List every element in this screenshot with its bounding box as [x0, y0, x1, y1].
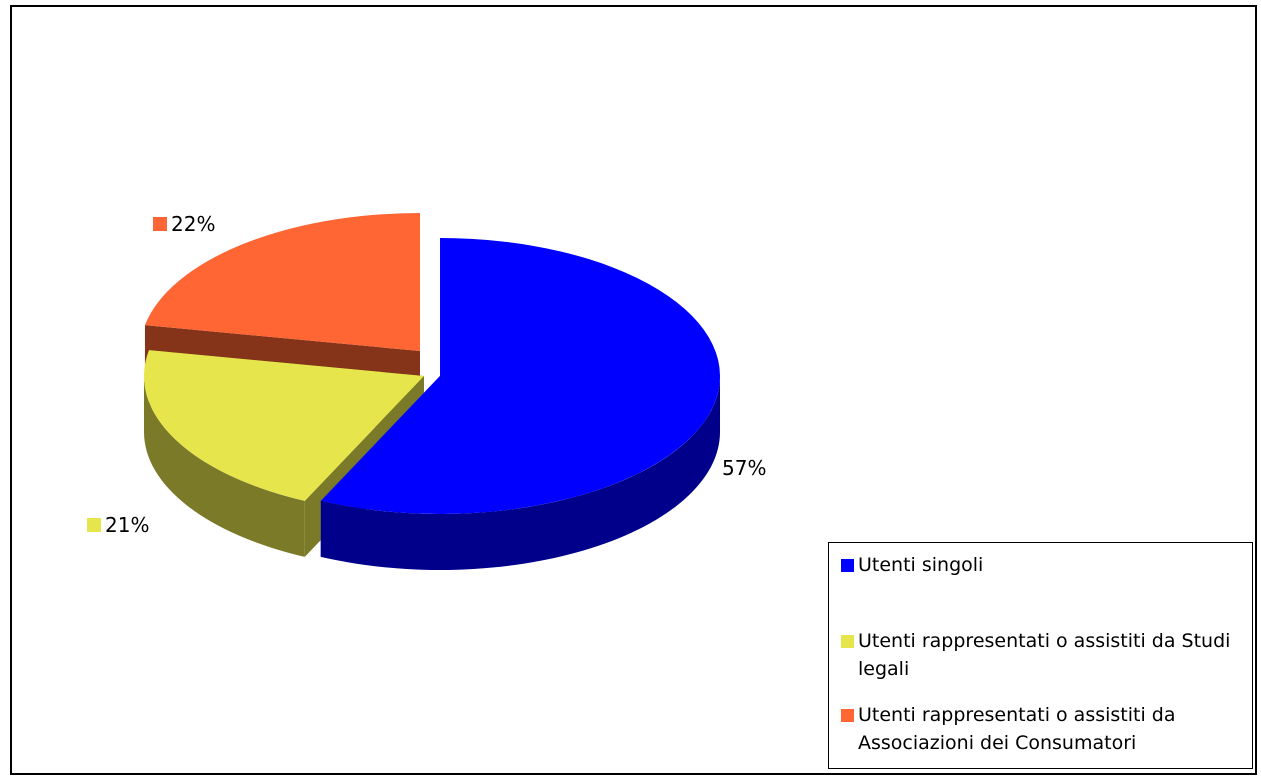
legend-swatch-orange	[841, 709, 854, 722]
pie-slice-studi-legali	[143, 350, 424, 501]
legend-swatch-blue	[841, 559, 854, 572]
legend-swatch-yellow	[841, 635, 854, 648]
pie-slice-utenti-singoli	[320, 238, 721, 514]
data-label-swatch-associazioni	[153, 217, 167, 231]
legend-label: Utenti singoli	[858, 554, 984, 576]
pie-slice-associazioni	[144, 213, 420, 351]
legend-label: Utenti rappresentati o assistiti da Stud…	[858, 630, 1231, 680]
data-label-utenti-singoli: 57%	[722, 456, 767, 480]
data-label-studi-legali: 21%	[87, 513, 149, 537]
legend: Utenti singoli Utenti rappresentati o as…	[828, 542, 1253, 769]
pie-slice-studi-legali-wall	[144, 376, 305, 557]
legend-item-associazioni: Utenti rappresentati o assistiti da Asso…	[841, 701, 1241, 757]
data-label-associazioni: 22%	[153, 212, 215, 236]
legend-label: Utenti rappresentati o assistiti da Asso…	[858, 704, 1176, 754]
pie-slice-utenti-singoli-wall	[320, 376, 720, 570]
legend-item-utenti-singoli: Utenti singoli	[841, 551, 983, 579]
legend-item-studi-legali: Utenti rappresentati o assistiti da Stud…	[841, 627, 1241, 683]
data-label-swatch-studi-legali	[87, 518, 101, 532]
